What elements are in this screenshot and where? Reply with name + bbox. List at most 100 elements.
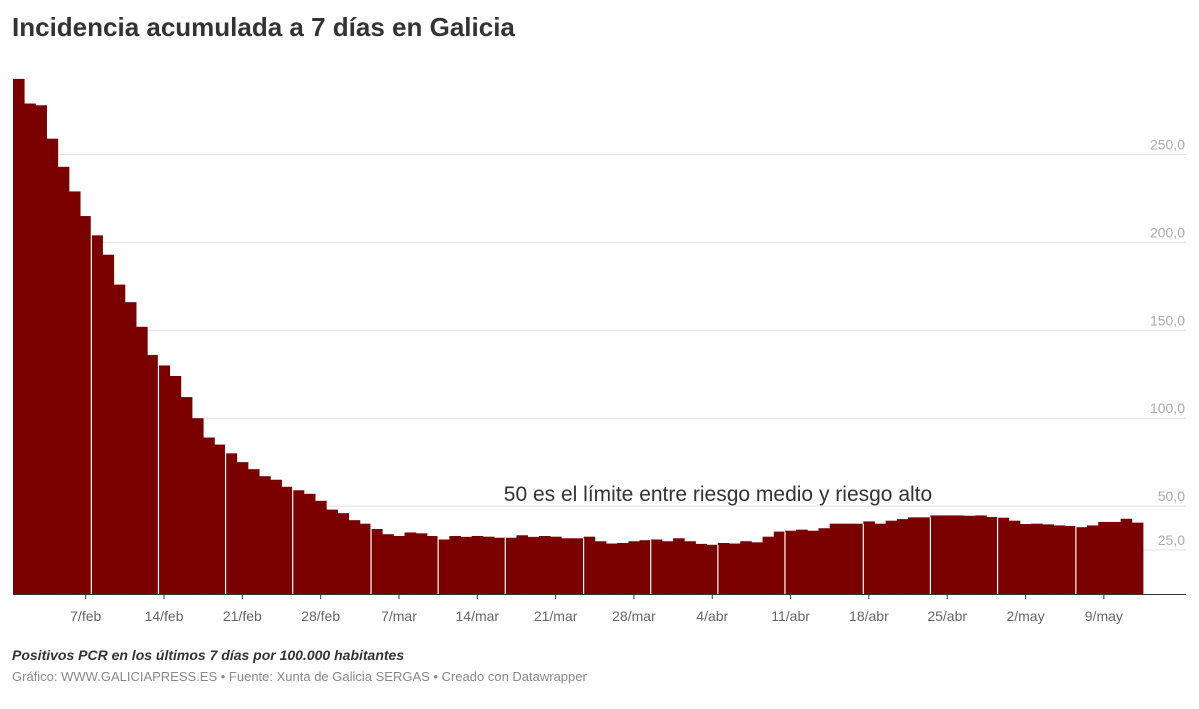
y-tick-label: 100,0 [1150,400,1185,416]
bar [673,538,685,594]
bar [315,500,327,594]
bar [180,397,193,594]
bars [13,78,1144,595]
bar [527,536,540,594]
bar [259,476,271,594]
bar [605,543,618,594]
x-axis: 7/feb 14/feb 21/feb 28/feb 7/mar 14/mar 21/mar… [13,594,1186,624]
bar [113,284,126,594]
bar [516,535,529,594]
chart-title: Incidencia acumulada a 7 días en Galicia [12,12,515,42]
x-tick-label: 18/abr [849,608,889,624]
y-tick-label: 50,0 [1158,488,1185,504]
bar [1031,523,1043,594]
bar [740,541,752,594]
y-tick-label: 25,0 [1158,532,1185,548]
bar [68,191,81,594]
bar [818,528,831,594]
annotation: 50 es el límite entre riesgo medio y rie… [504,483,932,506]
bar [807,530,819,594]
bar [136,326,148,594]
bar [169,376,182,594]
bar [941,515,954,594]
bar [561,538,573,594]
bar [404,532,417,594]
bar [292,490,305,594]
bar [572,538,584,594]
bar [482,536,495,594]
bar [784,530,797,594]
x-tick-label: 25/abr [927,608,967,624]
bar [80,216,92,594]
bar [628,541,640,594]
chart-byline: Gráfico: WWW.GALICIAPRESS.ES • Fuente: X… [12,669,587,684]
bar [359,523,372,594]
bar [594,541,607,594]
bar [1064,525,1077,594]
bar [773,531,786,594]
bar [930,515,943,594]
bar [270,479,282,594]
bar [449,535,461,594]
x-tick-label: 11/abr [771,608,810,624]
bar [1008,520,1021,594]
bar [885,520,898,594]
bar [1019,524,1032,594]
x-tick-label: 14/feb [145,608,184,624]
bar [192,418,204,594]
bar [13,78,25,594]
bar [863,521,875,594]
bar [91,235,103,595]
bar [1075,527,1088,594]
bar [986,516,998,594]
x-tick-label: 14/mar [456,608,500,624]
bar [382,534,394,594]
bar [1120,518,1133,594]
bar [661,541,674,594]
bar [751,542,764,594]
bar [203,437,215,594]
bar [617,543,629,594]
bar [426,535,439,594]
bar [975,515,987,594]
bar [471,535,484,594]
bar [695,543,708,594]
x-tick-label: 4/abr [696,608,728,624]
y-axis-labels: 25,0 50,0 100,0 150,0 200,0 250,0 [1150,137,1185,549]
bar [896,519,909,594]
x-tick-label: 28/mar [612,608,656,624]
bar [729,543,741,594]
bar [684,541,696,594]
bar [371,528,383,594]
bar [57,166,70,594]
bar [1098,521,1110,594]
bar [963,515,976,594]
x-tick-label: 2/may [1006,608,1044,624]
bar [550,536,562,594]
bar [583,536,596,594]
bar [639,540,652,594]
bar [852,523,864,594]
bar [415,533,428,594]
bar [46,138,59,595]
bar [650,539,663,594]
y-tick-label: 200,0 [1150,224,1185,240]
bar [303,493,316,594]
bar [337,513,350,594]
bar [1042,524,1054,594]
bar [247,469,260,594]
bar [1087,525,1099,594]
bar [326,509,338,594]
chart-notes: Positivos PCR en los últimos 7 días por … [12,647,405,663]
bar [438,539,450,594]
y-tick-label: 250,0 [1150,137,1185,153]
bar [997,517,1010,594]
bar [225,453,238,594]
bar [538,535,551,594]
bar [908,517,920,594]
bar [874,523,887,594]
x-tick-label: 7/mar [381,608,417,624]
bar [35,105,47,594]
x-tick-label: 28/feb [301,608,340,624]
